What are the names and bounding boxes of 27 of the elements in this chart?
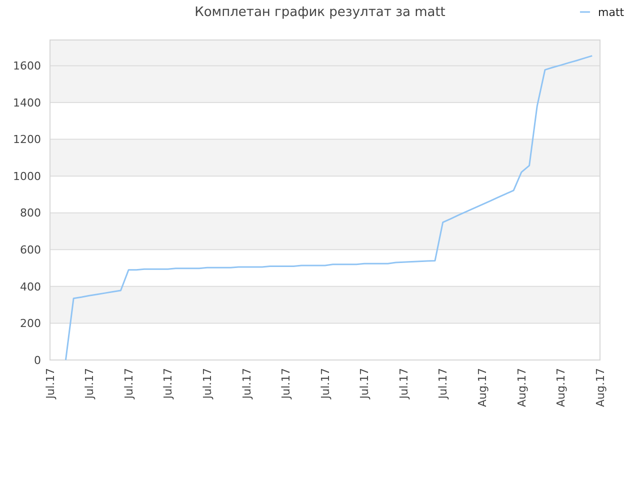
x-tick-label: Aug.17 xyxy=(476,368,489,407)
chart-title: Комплетан график резултат за matt xyxy=(194,5,446,20)
x-tick-label: Jul.17 xyxy=(280,368,293,400)
x-tick-label: Jul.17 xyxy=(44,368,57,400)
y-tick-label: 600 xyxy=(20,244,41,257)
x-tick-label: Jul.17 xyxy=(162,368,175,400)
x-tick-label: Jul.17 xyxy=(358,368,372,400)
x-tick-label: Jul.17 xyxy=(83,368,96,400)
legend-label: matt xyxy=(598,6,625,19)
y-tick-label: 1600 xyxy=(13,60,41,73)
line-series xyxy=(64,55,593,361)
y-tick-label: 1200 xyxy=(13,133,41,146)
y-tick-label: 1000 xyxy=(13,170,41,183)
x-tick-label: Aug.17 xyxy=(594,368,607,407)
y-tick-label: 400 xyxy=(20,280,41,294)
x-tick-label: Aug.17 xyxy=(515,368,528,407)
x-tick-label: Aug.17 xyxy=(554,368,568,407)
y-tick-label: 200 xyxy=(20,317,41,330)
y-tick-label: 800 xyxy=(20,206,41,220)
x-tick-label: Jul.17 xyxy=(240,368,254,400)
x-tick-label: Jul.17 xyxy=(200,368,214,400)
x-tick-label: Jul.17 xyxy=(397,368,410,400)
y-tick-label: 1400 xyxy=(13,96,41,110)
x-tick-label: Jul.17 xyxy=(436,368,450,400)
x-tick-label: Jul.17 xyxy=(122,368,136,400)
y-tick-label: 0 xyxy=(34,354,41,367)
x-tick-label: Jul.17 xyxy=(318,368,332,400)
